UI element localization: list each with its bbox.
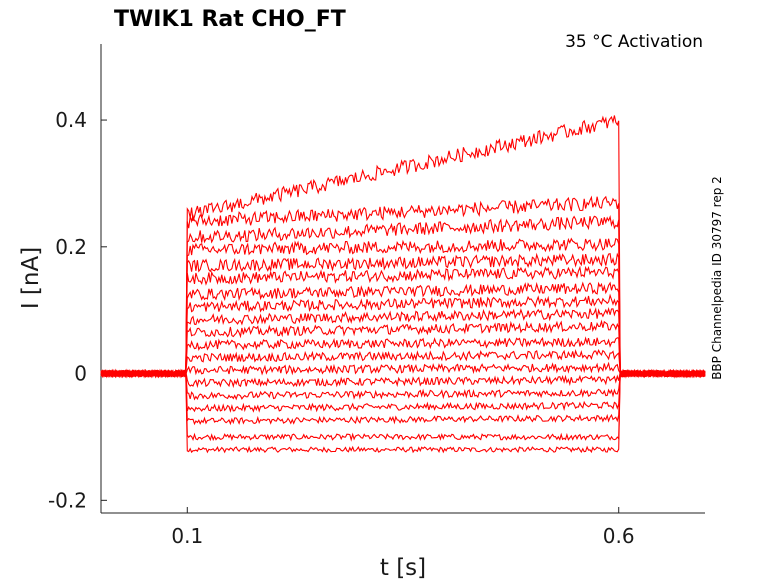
current-trace xyxy=(100,281,706,379)
current-trace xyxy=(100,293,706,379)
ticks: 0.1 0.6 -0.2 0 0.2 0.4 xyxy=(48,108,635,548)
y-axis-label: I [nA] xyxy=(18,247,44,309)
current-trace xyxy=(100,252,706,379)
y-tick-label: -0.2 xyxy=(48,488,87,512)
axes xyxy=(100,44,705,514)
current-trace xyxy=(100,369,706,442)
y-tick-label: 0.4 xyxy=(55,108,87,132)
current-trace xyxy=(100,361,706,379)
current-trace xyxy=(100,319,706,379)
current-trace xyxy=(100,349,705,379)
current-trace xyxy=(100,369,706,426)
x-tick-label: 0.1 xyxy=(171,524,203,548)
current-trace xyxy=(100,215,706,379)
current-trace xyxy=(100,369,706,401)
y-tick-label: 0 xyxy=(74,362,87,386)
x-tick-label: 0.6 xyxy=(603,524,635,548)
current-trace xyxy=(100,237,706,379)
current-trace xyxy=(100,265,706,379)
current-trace xyxy=(100,336,706,379)
x-axis-label: t [s] xyxy=(380,555,426,581)
chart-title: TWIK1 Rat CHO_FT xyxy=(114,7,346,32)
current-trace xyxy=(100,115,706,379)
current-trace xyxy=(100,368,706,454)
y-tick-label: 0.2 xyxy=(55,235,87,259)
side-label: BBP Channelpedia ID 30797 rep 2 xyxy=(710,176,724,380)
chart-subtitle: 35 °C Activation xyxy=(565,32,703,52)
series xyxy=(100,115,706,454)
current-trace xyxy=(100,307,706,379)
current-trace xyxy=(100,369,706,389)
current-trace xyxy=(100,368,706,413)
